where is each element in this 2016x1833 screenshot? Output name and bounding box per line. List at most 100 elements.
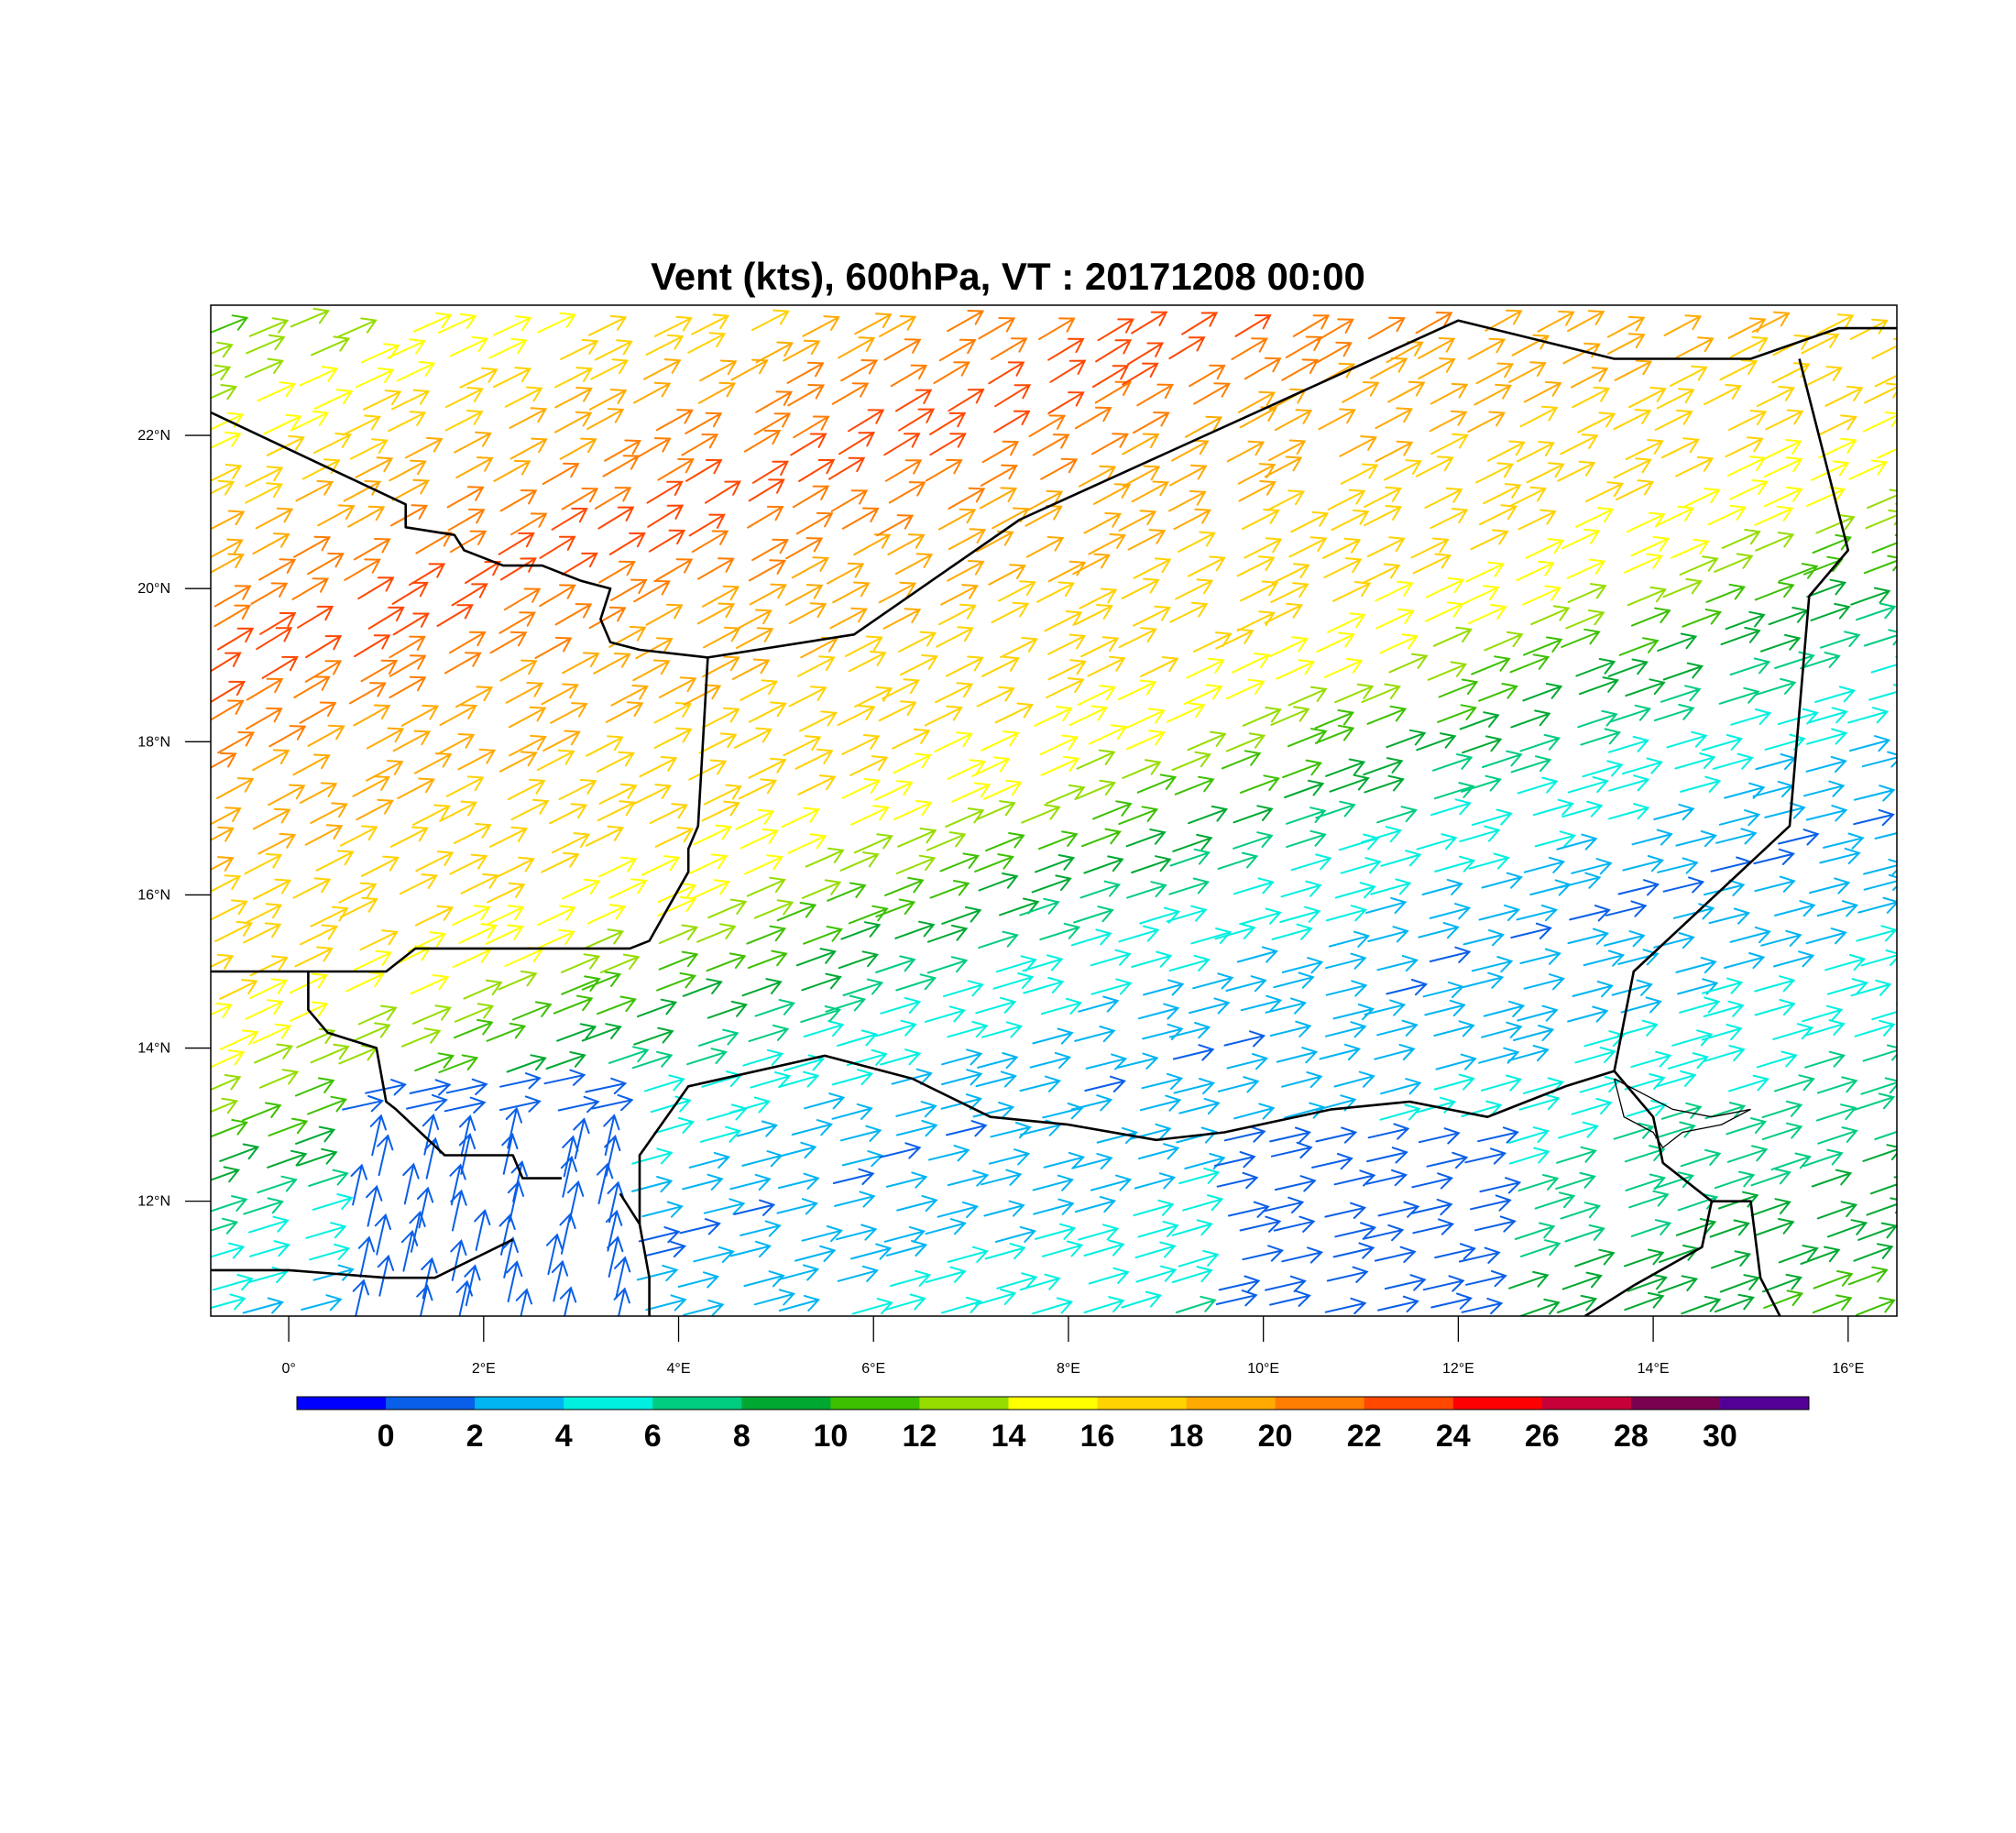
wind-arrow (308, 1169, 349, 1187)
wind-arrow (1323, 657, 1364, 678)
wind-arrow (897, 828, 937, 848)
wind-arrow (599, 953, 641, 973)
wind-arrow (1035, 1223, 1077, 1240)
wind-arrow (1575, 658, 1616, 677)
wind-arrow (556, 1023, 597, 1042)
wind-arrow (951, 782, 992, 803)
wind-arrow (1860, 949, 1897, 967)
wind-arrow (1569, 905, 1611, 922)
wind-arrow (503, 587, 542, 611)
wind-arrow (507, 1180, 525, 1223)
wind-arrow (211, 479, 236, 496)
wind-arrow (1617, 879, 1660, 896)
wind-arrow (252, 1023, 292, 1044)
wind-arrow (1366, 705, 1408, 725)
wind-arrow (991, 601, 1030, 624)
wind-arrow (268, 725, 307, 748)
wind-arrow (1362, 1224, 1405, 1242)
wind-arrow (1430, 1292, 1473, 1310)
wind-arrow (1047, 337, 1085, 361)
wind-arrow (733, 1199, 776, 1216)
wind-arrow (1671, 538, 1710, 559)
wind-arrow (1379, 1103, 1421, 1121)
wind-arrow (1850, 979, 1892, 997)
wind-arrow (1435, 1053, 1477, 1070)
wind-arrow (894, 920, 936, 939)
wind-arrow (1078, 465, 1117, 488)
wind-arrow (1507, 486, 1548, 508)
wind-arrow (293, 535, 331, 558)
wind-arrow (880, 1048, 922, 1066)
wind-arrow (1627, 586, 1667, 607)
wind-arrow (449, 1163, 466, 1206)
wind-arrow (1092, 483, 1132, 505)
wind-arrow (1483, 483, 1522, 505)
wind-arrow (1804, 366, 1844, 388)
wind-arrow (981, 655, 1021, 677)
wind-arrow (1824, 954, 1867, 971)
wind-arrow (1175, 1295, 1217, 1313)
wind-arrow (1189, 997, 1231, 1015)
wind-arrow (841, 1150, 884, 1168)
wind-arrow (1233, 805, 1274, 824)
border-line (638, 1054, 1615, 1224)
wind-arrow (436, 733, 476, 755)
wind-arrow (499, 611, 536, 634)
wind-arrow (838, 950, 880, 970)
wind-arrow (1172, 1044, 1215, 1061)
wind-arrow (214, 920, 254, 942)
wind-arrow (585, 928, 625, 949)
wind-arrow (581, 971, 622, 991)
wind-arrow (365, 1079, 407, 1096)
wind-arrow (1242, 1245, 1285, 1262)
wind-arrow (411, 1004, 452, 1025)
wind-arrow (535, 928, 575, 949)
wind-arrow (1286, 829, 1327, 849)
colorbar-label: 10 (813, 1419, 848, 1454)
wind-arrow (1765, 409, 1804, 431)
wind-arrow (1387, 380, 1426, 403)
wind-arrow (499, 1072, 542, 1090)
wind-arrow (1430, 508, 1469, 530)
wind-arrow (1424, 999, 1466, 1016)
wind-arrow (1437, 704, 1477, 723)
wind-arrow (1262, 1196, 1305, 1213)
wind-arrow (1411, 1172, 1454, 1190)
lake-outline (1613, 1078, 1751, 1149)
wind-arrow (1760, 929, 1802, 947)
wind-arrow (1136, 774, 1178, 794)
wind-arrow (1424, 487, 1463, 509)
wind-arrow (1484, 631, 1524, 652)
wind-arrow (697, 1028, 740, 1047)
wind-arrow (876, 514, 915, 537)
wind-arrow (1560, 434, 1599, 456)
wind-arrow (545, 1051, 586, 1070)
wind-arrow (1517, 441, 1555, 463)
wind-arrow (486, 905, 525, 926)
wind-arrow (677, 1271, 720, 1289)
wind-arrow (1046, 784, 1086, 805)
wind-arrow (1084, 1075, 1126, 1092)
wind-arrow (633, 1026, 674, 1046)
colorbar-label: 2 (466, 1419, 484, 1454)
wind-arrow (597, 1162, 614, 1205)
wind-arrow (250, 582, 289, 605)
border-line (211, 1238, 514, 1279)
wind-arrow (1410, 537, 1450, 559)
wind-arrow (1655, 1070, 1697, 1088)
wind-arrow (1077, 685, 1116, 706)
wind-arrow (1181, 312, 1219, 335)
wind-arrow (454, 1018, 494, 1039)
wind-arrow (1714, 1293, 1755, 1313)
wind-arrow (841, 507, 880, 530)
wind-arrow (567, 1180, 585, 1223)
wind-arrow (748, 757, 787, 779)
wind-arrow (211, 464, 243, 482)
wind-arrow (604, 1135, 621, 1177)
wind-arrow (1759, 633, 1802, 653)
wind-arrow (1529, 879, 1572, 896)
wind-arrow (211, 538, 244, 558)
wind-arrow (1334, 882, 1376, 899)
wind-arrow (1031, 874, 1072, 894)
longitude-axis: 0° 2°E 4°E 6°E 8°E 10°E 12°E 14°E 16°E (281, 1316, 1864, 1377)
